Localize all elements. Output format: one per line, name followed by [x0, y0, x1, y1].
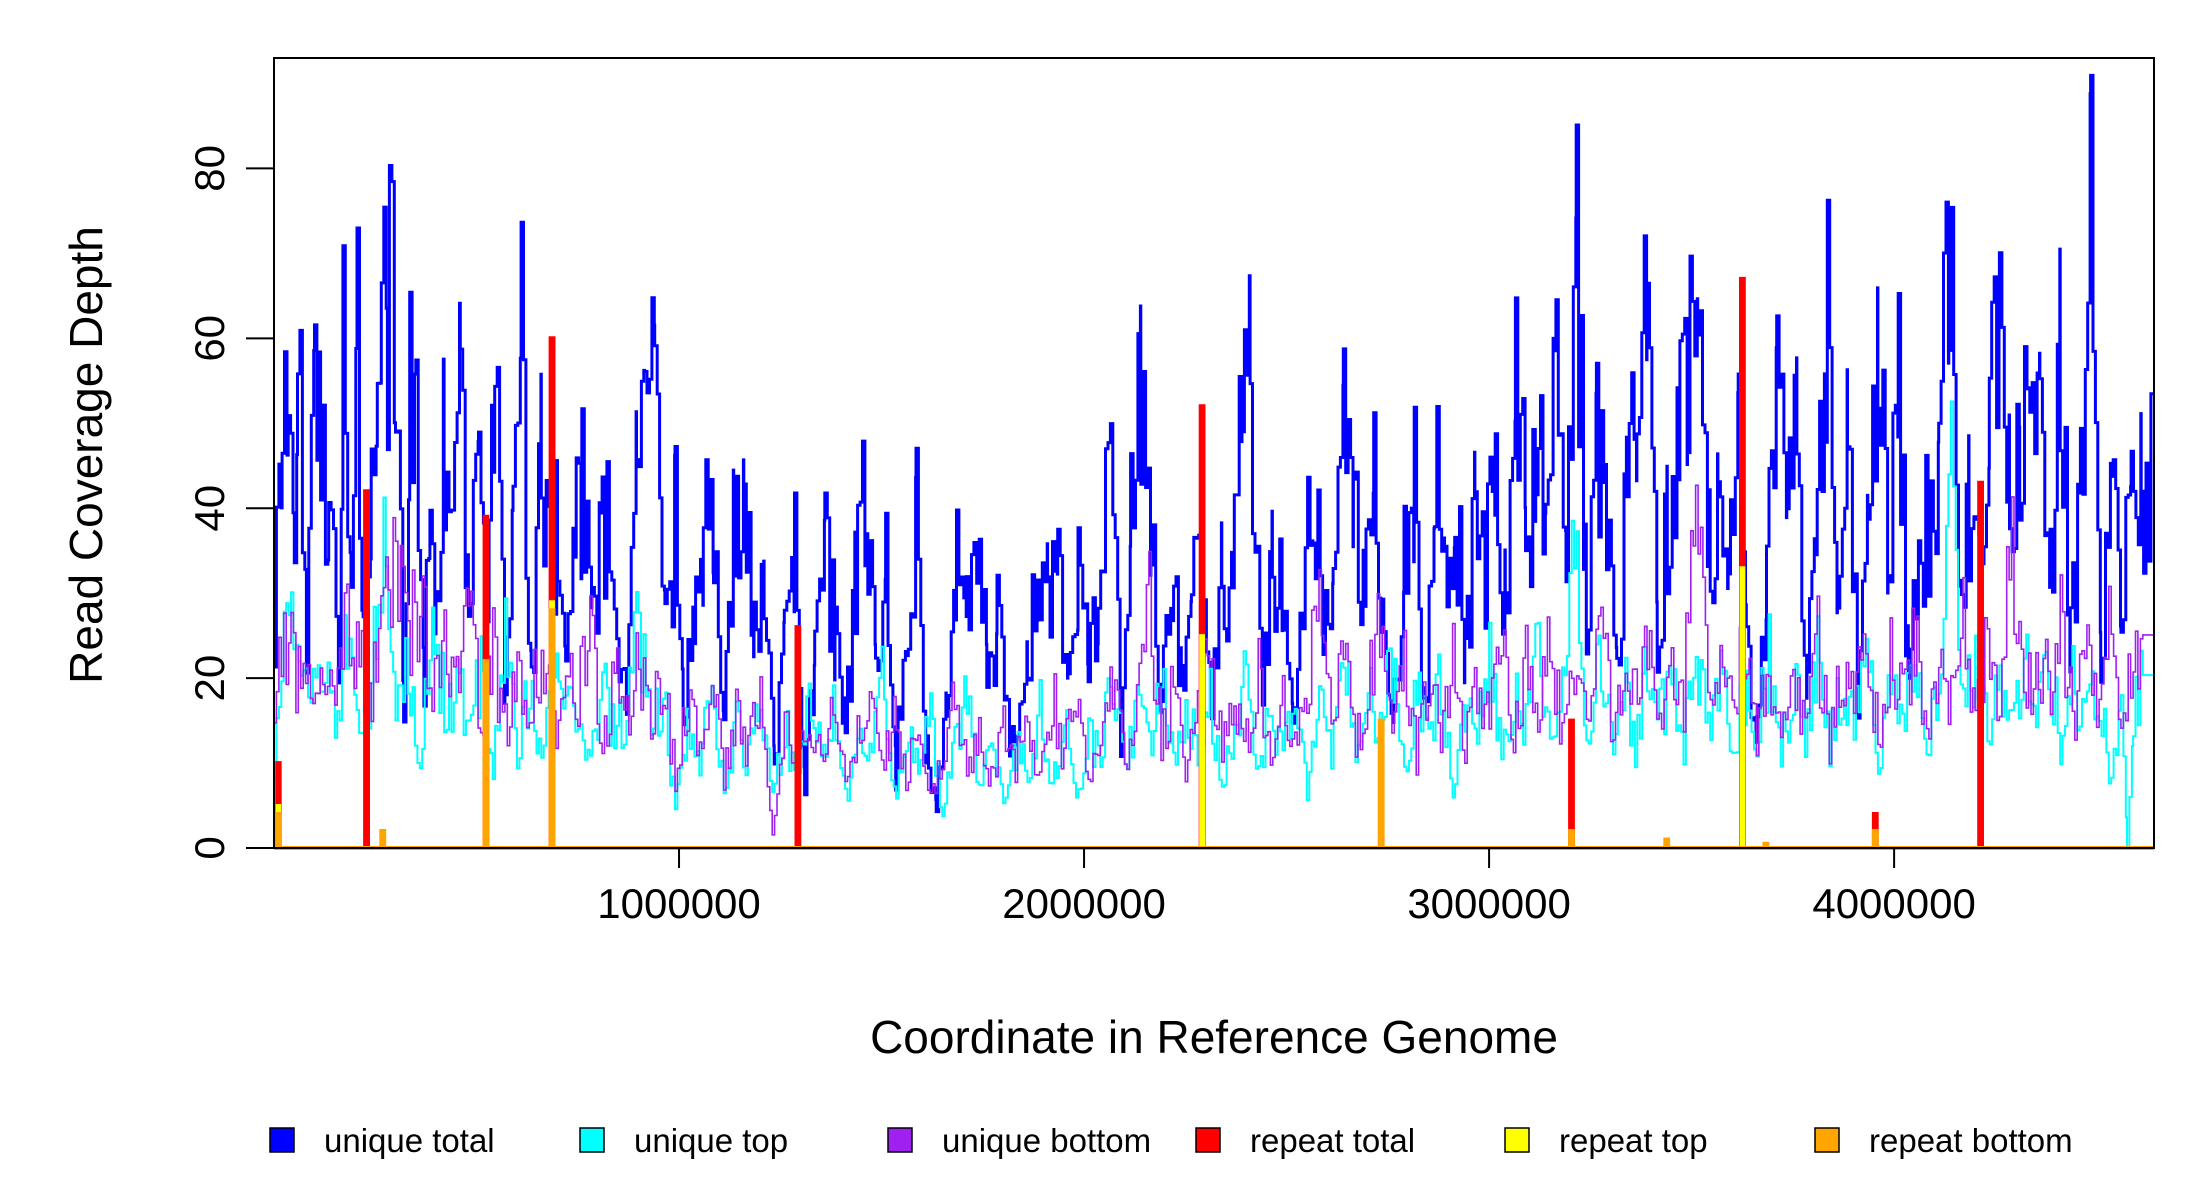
x-tick-label: 3000000 [1407, 880, 1571, 927]
series-line-unique-total [274, 73, 2154, 814]
plot-frame [273, 57, 2155, 849]
y-tick-label: 20 [186, 655, 233, 702]
series-line-repeat-bottom [274, 608, 2154, 850]
legend-label: unique total [324, 1122, 495, 1159]
legend-label: repeat bottom [1869, 1122, 2073, 1159]
legend-swatch [1504, 1127, 1530, 1153]
x-tick-label: 4000000 [1812, 880, 1976, 927]
legend-label: unique top [634, 1122, 788, 1159]
x-axis-label: Coordinate in Reference Genome [870, 1011, 1558, 1063]
series-layer [274, 73, 2154, 850]
legend: unique total unique top unique bottom repea… [269, 1122, 2073, 1159]
x-tick-label: 2000000 [1002, 880, 1166, 927]
legend-label: repeat total [1250, 1122, 1415, 1159]
y-tick-label: 80 [186, 145, 233, 192]
series-line-unique-top [274, 400, 2154, 849]
legend-label: repeat top [1559, 1122, 1708, 1159]
y-axis-label: Read Coverage Depth [60, 226, 112, 684]
legend-swatch [1195, 1127, 1221, 1153]
legend-swatch [887, 1127, 913, 1153]
x-axis: 1000000 2000000 3000000 4000000 [597, 848, 1976, 927]
y-tick-label: 60 [186, 315, 233, 362]
y-tick-label: 40 [186, 485, 233, 532]
legend-swatch [579, 1127, 605, 1153]
legend-swatch [1814, 1127, 1840, 1153]
series-line-unique-bottom [274, 484, 2154, 836]
y-tick-label: 0 [186, 836, 233, 859]
legend-swatch [269, 1127, 295, 1153]
legend-label: unique bottom [942, 1122, 1151, 1159]
y-axis: 0 20 40 60 80 [186, 145, 274, 860]
x-tick-label: 1000000 [597, 880, 761, 927]
